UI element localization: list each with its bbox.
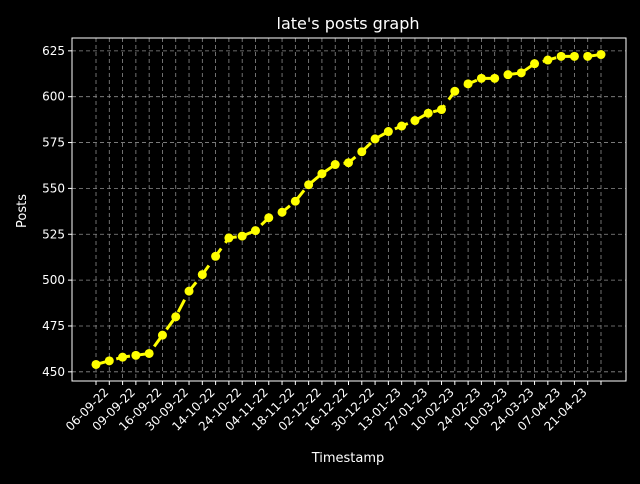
data-point [476,73,486,83]
data-point [304,180,314,190]
y-tick-label: 525 [42,227,65,241]
data-point [463,79,473,89]
data-point [569,51,579,61]
data-point [211,251,221,261]
data-point [118,352,128,362]
y-axis-label: Posts [15,194,30,228]
data-point [543,55,553,65]
y-tick-label: 475 [42,319,65,333]
data-point [397,121,407,131]
data-point [490,73,500,83]
data-points [91,50,606,369]
data-point [144,348,154,358]
y-tick-label: 575 [42,136,65,150]
y-tick-label: 600 [42,90,65,104]
data-point [383,127,393,137]
data-point [516,68,526,78]
data-point [556,51,566,61]
data-point [184,286,194,296]
data-point [530,59,540,69]
data-point [131,350,141,360]
y-axis-ticks: 450 475 500 525 550 575 600 625 [42,44,72,379]
data-point [583,51,593,61]
data-point [370,134,380,144]
data-point [290,196,300,206]
data-point [91,359,101,369]
data-point [157,330,167,340]
data-point [250,226,260,236]
data-point [197,270,207,280]
data-point [277,207,287,217]
data-point [423,108,433,118]
data-point [171,312,181,322]
data-point [104,356,114,366]
grid-lines [72,38,626,381]
y-tick-label: 550 [42,181,65,195]
data-point [237,231,247,241]
data-point [224,233,234,243]
data-point [357,147,367,157]
chart-title: late's posts graph [277,14,420,33]
data-point [437,105,447,115]
data-point [410,116,420,126]
data-point [344,158,353,168]
x-axis-label: Timestamp [311,451,385,466]
y-tick-label: 625 [42,44,65,58]
y-tick-label: 450 [42,365,65,379]
data-point [317,169,327,179]
data-point [330,160,340,170]
data-point [264,213,274,223]
y-tick-label: 500 [42,273,65,287]
data-point [596,50,606,60]
data-point [450,86,460,96]
data-point [503,70,513,80]
